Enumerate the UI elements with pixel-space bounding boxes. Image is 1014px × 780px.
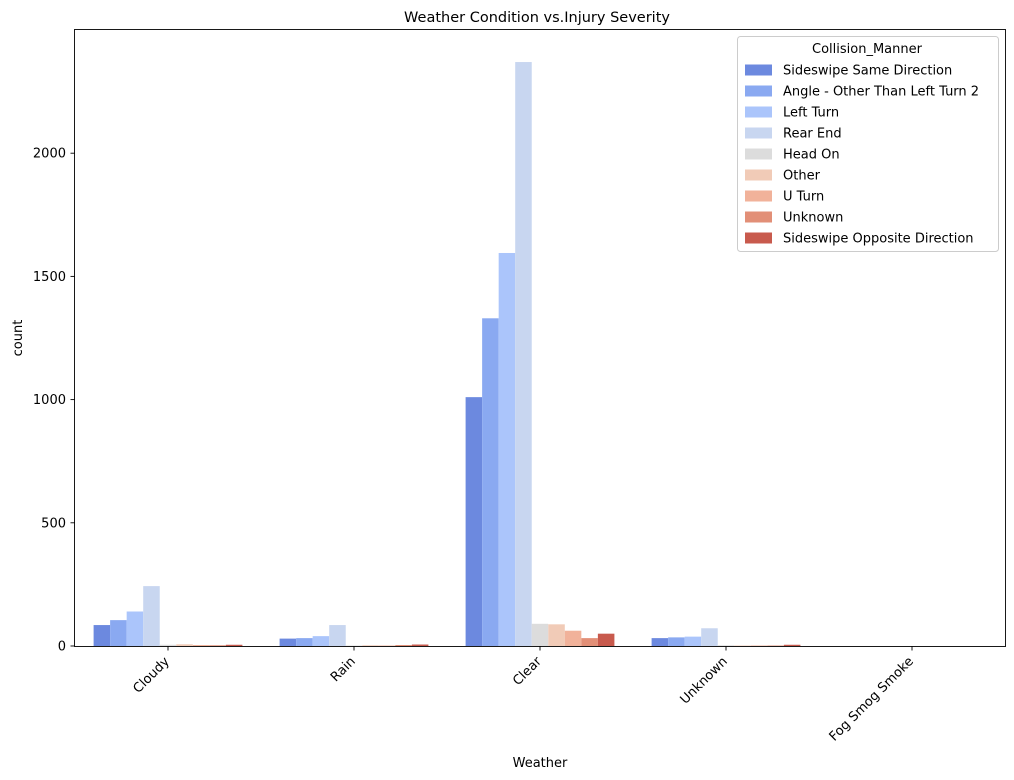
bar-5-0 [176, 644, 193, 646]
bar-2-3 [684, 636, 702, 646]
legend-label-2: Left Turn [783, 106, 839, 121]
y-axis-label: count [11, 320, 26, 357]
bar-7-1 [395, 645, 412, 646]
bar-3-3 [701, 628, 718, 646]
bar-1-1 [296, 638, 313, 646]
legend: Collision_Manner Sideswipe Same Directio… [737, 36, 999, 252]
legend-swatch-6 [745, 190, 772, 202]
bar-4-3 [717, 645, 735, 646]
x-tick-label-3: Unknown [678, 654, 731, 707]
legend-label-3: Rear End [783, 127, 842, 142]
x-axis: Cloudy Rain Clear Unknown Fog Smog Smoke [131, 646, 917, 744]
legend-title: Collision_Manner [812, 42, 923, 57]
bar-1-2 [482, 318, 499, 646]
legend-label-1: Angle - Other Than Left Turn 2 [783, 85, 979, 100]
x-axis-label: Weather [513, 756, 568, 771]
y-tick-label-3: 1500 [33, 270, 66, 285]
bar-0-1 [279, 638, 297, 646]
legend-swatch-0 [745, 64, 772, 76]
bar-2-1 [312, 636, 330, 646]
y-tick-label-2: 1000 [33, 393, 66, 408]
bar-3-2 [515, 62, 532, 646]
chart-title: Weather Condition vs.Injury Severity [404, 10, 670, 26]
bar-0-2 [465, 397, 483, 646]
bar-0-3 [651, 638, 669, 646]
y-axis: 0 500 1000 1500 2000 [33, 147, 75, 655]
y-tick-label-1: 500 [41, 516, 66, 531]
bar-8-0 [225, 644, 243, 646]
bar-7-0 [209, 645, 226, 646]
legend-label-5: Other [783, 169, 821, 184]
legend-swatch-3 [745, 127, 772, 139]
legend-swatch-1 [745, 85, 772, 97]
legend-label-8: Sideswipe Opposite Direction [783, 232, 974, 247]
bar-8-3 [783, 644, 801, 646]
y-tick-label-4: 2000 [33, 147, 66, 162]
y-tick-label-0: 0 [58, 640, 66, 655]
legend-label-7: Unknown [783, 211, 843, 226]
bar-6-2 [564, 630, 582, 646]
legend-swatch-7 [745, 211, 772, 223]
bar-5-2 [548, 624, 565, 646]
bar-5-1 [362, 645, 379, 646]
x-tick-label-0: Cloudy [131, 654, 174, 697]
bar-4-0 [159, 644, 177, 646]
bar-1-0 [110, 620, 127, 646]
bar-7-2 [581, 638, 598, 646]
legend-label-0: Sideswipe Same Direction [783, 64, 952, 79]
bar-1-3 [668, 637, 685, 646]
legend-items: Sideswipe Same Direction Angle - Other Th… [745, 64, 979, 247]
bar-6-0 [192, 645, 210, 646]
legend-swatch-4 [745, 148, 772, 160]
bar-3-1 [329, 625, 346, 646]
bar-8-1 [411, 644, 429, 646]
legend-label-4: Head On [783, 148, 840, 163]
legend-swatch-5 [745, 169, 772, 181]
x-tick-label-2: Clear [510, 654, 545, 689]
x-tick-label-4: Fog Smog Smoke [827, 654, 917, 744]
legend-label-6: U Turn [783, 190, 824, 205]
bar-2-0 [126, 611, 144, 646]
bar-2-2 [498, 252, 516, 647]
bar-3-0 [143, 586, 160, 646]
x-tick-label-1: Rain [328, 654, 359, 685]
legend-swatch-2 [745, 106, 772, 118]
bar-0-0 [93, 625, 111, 646]
legend-swatch-8 [745, 232, 772, 244]
bar-8-2 [597, 633, 615, 646]
bar-4-2 [531, 623, 549, 646]
legend-frame [737, 36, 999, 252]
plot-area [93, 62, 801, 647]
